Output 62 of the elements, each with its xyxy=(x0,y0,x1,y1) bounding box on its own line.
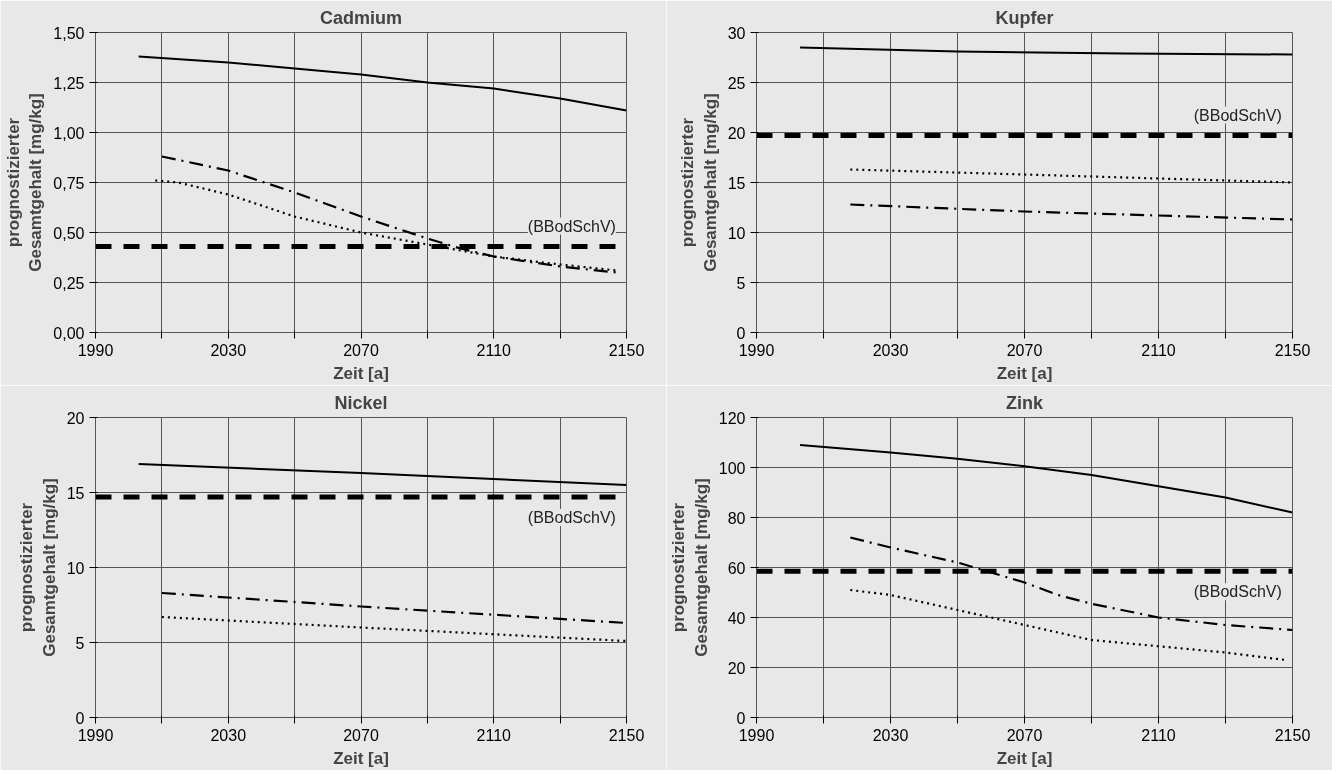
x-tick-label: 2110 xyxy=(1141,726,1176,744)
y-tick-label: 100 xyxy=(718,459,746,477)
x-tick-label: 2110 xyxy=(476,341,512,359)
y-axis-title: prognostizierter Gesamtgehalt [mg/kg] xyxy=(669,478,711,657)
y-tick-label: 0,25 xyxy=(53,274,85,292)
x-axis-title: Zeit [a] xyxy=(333,363,389,383)
y-tick-label: 120 xyxy=(718,409,746,427)
y-axis-title: prognostizierter Gesamtgehalt [mg/kg] xyxy=(16,478,59,657)
x-tick-label: 2110 xyxy=(1141,341,1176,359)
x-tick-label: 2030 xyxy=(872,726,909,744)
y-tick-label: 10 xyxy=(66,559,85,577)
y-axis-title: prognostizierter Gesamtgehalt [mg/kg] xyxy=(677,93,720,272)
x-tick-label: 2070 xyxy=(343,341,379,359)
y-tick-label: 20 xyxy=(66,409,85,427)
x-tick-label: 1990 xyxy=(77,341,114,359)
ref-line-label: (BBodSchV) xyxy=(1193,583,1282,601)
ref-line-label: (BBodSchV) xyxy=(1193,106,1282,124)
y-tick-label: 0,00 xyxy=(53,324,85,342)
y-tick-label: 0 xyxy=(736,709,746,727)
y-tick-label: 1,00 xyxy=(53,124,85,142)
x-tick-label: 2070 xyxy=(1006,341,1043,359)
y-tick-label: 0 xyxy=(736,324,746,342)
chart-title: Zink xyxy=(1006,392,1044,413)
y-tick-label: 30 xyxy=(727,24,746,42)
y-tick-label: 20 xyxy=(727,659,746,677)
x-tick-label: 2150 xyxy=(1274,726,1311,744)
y-tick-label: 0,75 xyxy=(53,174,85,192)
x-tick-label: 2150 xyxy=(608,726,645,744)
x-tick-label: 1990 xyxy=(77,726,114,744)
y-tick-label: 1,25 xyxy=(53,74,85,92)
chart-title: Kupfer xyxy=(995,7,1054,28)
ref-line-label: (BBodSchV) xyxy=(527,217,616,235)
y-axis-title: prognostizierter Gesamtgehalt [mg/kg] xyxy=(3,93,46,272)
x-tick-label: 1990 xyxy=(738,341,775,359)
y-tick-label: 10 xyxy=(727,224,746,242)
ref-line-label: (BBodSchV) xyxy=(527,509,616,526)
y-tick-label: 80 xyxy=(727,509,746,527)
y-tick-label: 5 xyxy=(75,634,85,652)
chart-title: Nickel xyxy=(334,392,388,413)
x-axis-title: Zeit [a] xyxy=(996,363,1053,383)
y-tick-label: 25 xyxy=(727,74,746,92)
y-tick-label: 15 xyxy=(727,174,746,192)
y-tick-label: 15 xyxy=(66,484,85,502)
x-tick-label: 2070 xyxy=(1006,726,1043,744)
y-tick-label: 60 xyxy=(727,559,746,577)
x-tick-label: 2030 xyxy=(210,341,247,359)
x-tick-label: 2150 xyxy=(608,341,645,359)
y-tick-label: 40 xyxy=(727,609,746,627)
x-tick-label: 2110 xyxy=(476,726,512,744)
x-axis-title: Zeit [a] xyxy=(333,748,389,768)
y-tick-label: 20 xyxy=(727,124,746,142)
x-tick-label: 2070 xyxy=(343,726,379,744)
y-tick-label: 5 xyxy=(736,274,746,292)
y-tick-label: 0,50 xyxy=(53,224,85,242)
x-tick-label: 2150 xyxy=(1274,341,1311,359)
x-tick-label: 1990 xyxy=(738,726,775,744)
chart-title: Cadmium xyxy=(319,7,403,28)
y-tick-label: 1,50 xyxy=(53,24,85,42)
y-tick-label: 0 xyxy=(75,709,85,727)
x-tick-label: 2030 xyxy=(872,341,909,359)
x-tick-label: 2030 xyxy=(210,726,247,744)
x-axis-title: Zeit [a] xyxy=(996,748,1053,768)
